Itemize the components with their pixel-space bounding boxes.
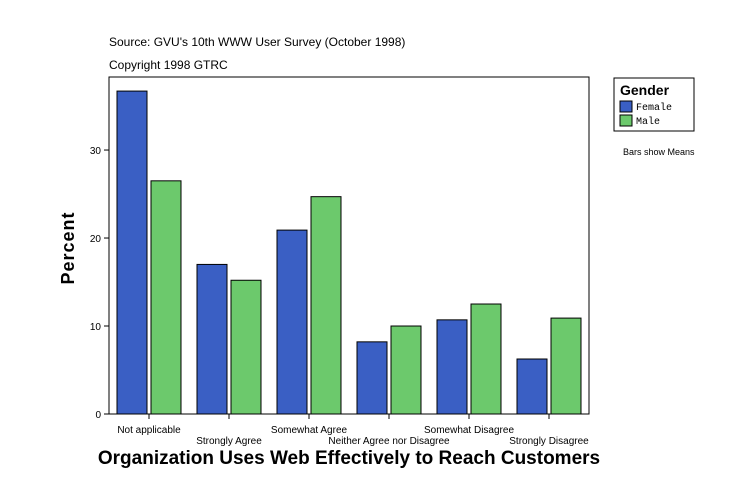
y-axis-title: Percent [58, 211, 78, 284]
bar [276, 229, 308, 415]
bar [436, 319, 468, 415]
legend-label: Female [636, 102, 672, 114]
x-axis-title: Organization Uses Web Effectively to Rea… [98, 448, 600, 469]
y-tick-label: 10 [90, 322, 102, 333]
x-tick-label: Somewhat Disagree [424, 425, 514, 436]
x-tick-label: Somewhat Agree [271, 425, 348, 436]
note: Bars show Means [623, 147, 695, 157]
legend-swatch [619, 114, 633, 127]
bar [310, 196, 342, 415]
x-tick-label: Not applicable [117, 425, 181, 436]
copyright: Copyright 1998 GTRC [109, 58, 228, 72]
bar [550, 317, 582, 415]
x-tick-label: Strongly Disagree [509, 436, 589, 447]
y-tick-label: 20 [90, 234, 102, 245]
y-tick-label: 30 [90, 146, 102, 157]
x-tick-label: Strongly Agree [196, 436, 262, 447]
x-tick-label: Neither Agree nor Disagree [328, 436, 450, 447]
bar [196, 263, 228, 415]
legend-swatch [619, 100, 633, 113]
y-tick-label: 0 [95, 410, 101, 421]
bar [390, 325, 422, 415]
bar [356, 341, 388, 415]
bar [150, 180, 182, 415]
plot-frame [108, 76, 590, 415]
subtitle: Source: GVU's 10th WWW User Survey (Octo… [109, 35, 405, 49]
legend-label: Male [636, 116, 660, 128]
bar [516, 358, 548, 415]
bar [230, 279, 262, 415]
bar [470, 303, 502, 415]
legend-title: Gender [620, 82, 670, 98]
bar [116, 90, 148, 415]
